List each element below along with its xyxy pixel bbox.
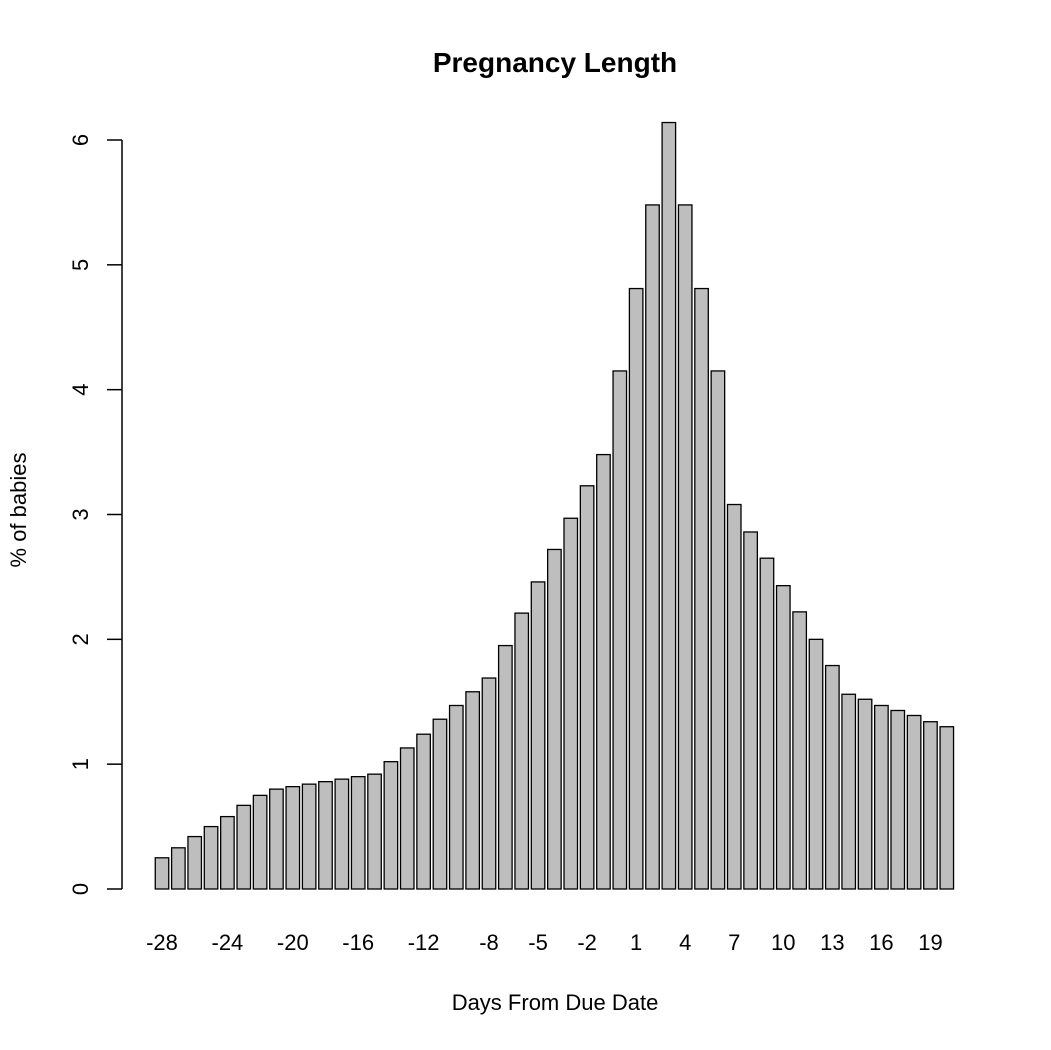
bar-day--7 [497, 644, 513, 890]
bar-day-20 [939, 726, 955, 890]
y-tick-label: 3 [68, 508, 93, 520]
y-tick-label: 4 [68, 384, 93, 396]
y-axis-label: % of babies [6, 453, 31, 568]
bar-day--4 [547, 548, 562, 890]
bar-day-9 [759, 557, 775, 890]
x-tick-label: 19 [918, 930, 942, 955]
bar-day-11 [792, 611, 808, 890]
bar-day-0 [612, 370, 628, 890]
bar-day--10 [448, 704, 464, 890]
x-axis-label: Days From Due Date [452, 990, 659, 1015]
y-tick-label: 1 [68, 758, 93, 770]
bar-day-7 [726, 503, 742, 890]
bar-day--11 [432, 718, 448, 890]
bar-day-19 [923, 721, 938, 890]
bar-day--21 [269, 788, 284, 890]
bar-day--17 [334, 778, 350, 890]
bar-day--27 [170, 847, 186, 890]
y-tick-label: 5 [68, 259, 93, 271]
bar-day--22 [252, 794, 268, 890]
bar-day--3 [563, 517, 579, 890]
bar-day-18 [906, 714, 922, 890]
x-axis-tick-labels: -28 -24 -20 -16 -12 -8 -5 -2 1 4 7 10 13 16 19 [146, 930, 943, 955]
bar-day--6 [514, 612, 530, 890]
x-tick-label: 4 [679, 930, 691, 955]
bar-day-12 [808, 638, 824, 890]
bar-day-5 [694, 287, 709, 890]
y-tick-label: 6 [68, 134, 93, 146]
x-tick-label: 16 [869, 930, 893, 955]
y-tick-label: 0 [68, 883, 93, 895]
bar-day--2 [579, 485, 595, 890]
bar-day--16 [350, 776, 366, 890]
x-tick-label: -16 [342, 930, 374, 955]
x-tick-label: 10 [771, 930, 795, 955]
bar-day--23 [236, 804, 252, 890]
bar-day-14 [841, 693, 857, 890]
bar-day--25 [203, 825, 219, 890]
bar-day-15 [857, 698, 873, 890]
bar-day-4 [677, 204, 693, 890]
y-tick-label: 2 [68, 633, 93, 645]
x-tick-label: 13 [820, 930, 844, 955]
bar-day--8 [481, 677, 497, 890]
bar-day-13 [824, 664, 840, 890]
x-tick-label: -28 [146, 930, 178, 955]
x-tick-label: -12 [408, 930, 440, 955]
bar-day--15 [367, 773, 382, 890]
bar-day--24 [219, 815, 235, 890]
bar-day--19 [301, 783, 317, 890]
bar-day--13 [399, 747, 415, 890]
chart-title: Pregnancy Length [433, 47, 677, 78]
bar-day--26 [187, 835, 203, 890]
bar-day-16 [874, 704, 889, 890]
bar-day-17 [890, 709, 906, 890]
x-tick-label: -24 [212, 930, 244, 955]
bar-day--9 [465, 691, 481, 890]
x-tick-label: 7 [728, 930, 740, 955]
bar-day-6 [710, 370, 726, 890]
x-tick-label: 1 [630, 930, 642, 955]
bar-day--18 [318, 780, 333, 890]
x-tick-label: -20 [277, 930, 309, 955]
x-tick-label: -8 [479, 930, 499, 955]
bar-day--28 [154, 857, 170, 890]
x-tick-label: -5 [528, 930, 548, 955]
bar-day-2 [645, 204, 660, 890]
bar-day--14 [383, 761, 399, 890]
bar-day--12 [416, 733, 432, 890]
bar-day-10 [775, 585, 791, 890]
bar-day--1 [596, 453, 611, 890]
y-axis: 0 1 2 3 4 5 6 [68, 134, 123, 895]
bar-day-1 [628, 287, 644, 890]
bars-group [154, 121, 955, 890]
bar-day-3 [661, 121, 677, 890]
x-tick-label: -2 [577, 930, 597, 955]
bar-day--20 [285, 785, 301, 890]
bar-day-8 [743, 531, 758, 890]
bar-day--5 [530, 581, 546, 890]
